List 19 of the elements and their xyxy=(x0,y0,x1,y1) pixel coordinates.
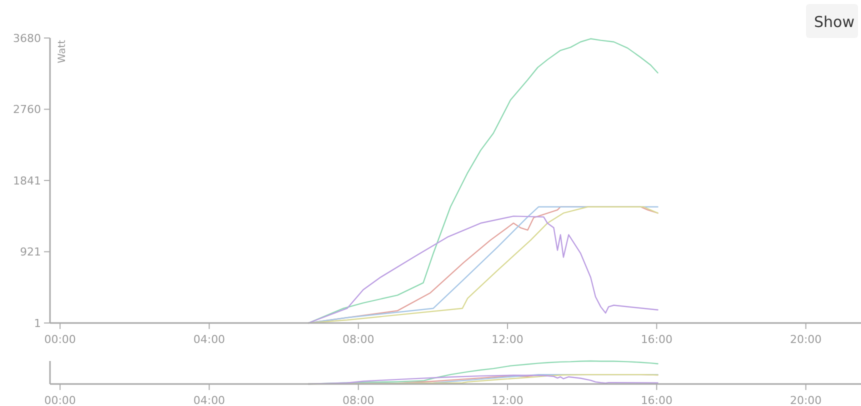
button: Show xyxy=(806,4,858,38)
x-tick-label: 08:00 xyxy=(342,333,374,346)
x-tick-label: 00:00 xyxy=(44,333,76,346)
y-tick-label: 921 xyxy=(20,246,41,259)
y-tick-label: 1 xyxy=(34,316,41,330)
x-tick-label: 04:00 xyxy=(193,394,226,406)
x-tick-label: 16:00 xyxy=(640,394,673,406)
y-tick-label: 1841 xyxy=(13,174,41,188)
y-axis-title: Watt xyxy=(57,40,68,64)
y-tick-label: 2760 xyxy=(13,103,41,116)
x-tick-label: 20:00 xyxy=(790,394,822,406)
x-tick-label: 00:00 xyxy=(44,394,76,406)
x-tick-label: 04:00 xyxy=(193,333,226,346)
x-tick-label: 08:00 xyxy=(342,394,374,406)
x-tick-label: 20:00 xyxy=(790,333,822,346)
x-tick-label: 16:00 xyxy=(640,333,673,346)
x-tick-label: 12:00 xyxy=(492,333,524,346)
x-tick-label: 12:00 xyxy=(492,394,524,406)
y-tick-label: 3680 xyxy=(13,32,41,45)
